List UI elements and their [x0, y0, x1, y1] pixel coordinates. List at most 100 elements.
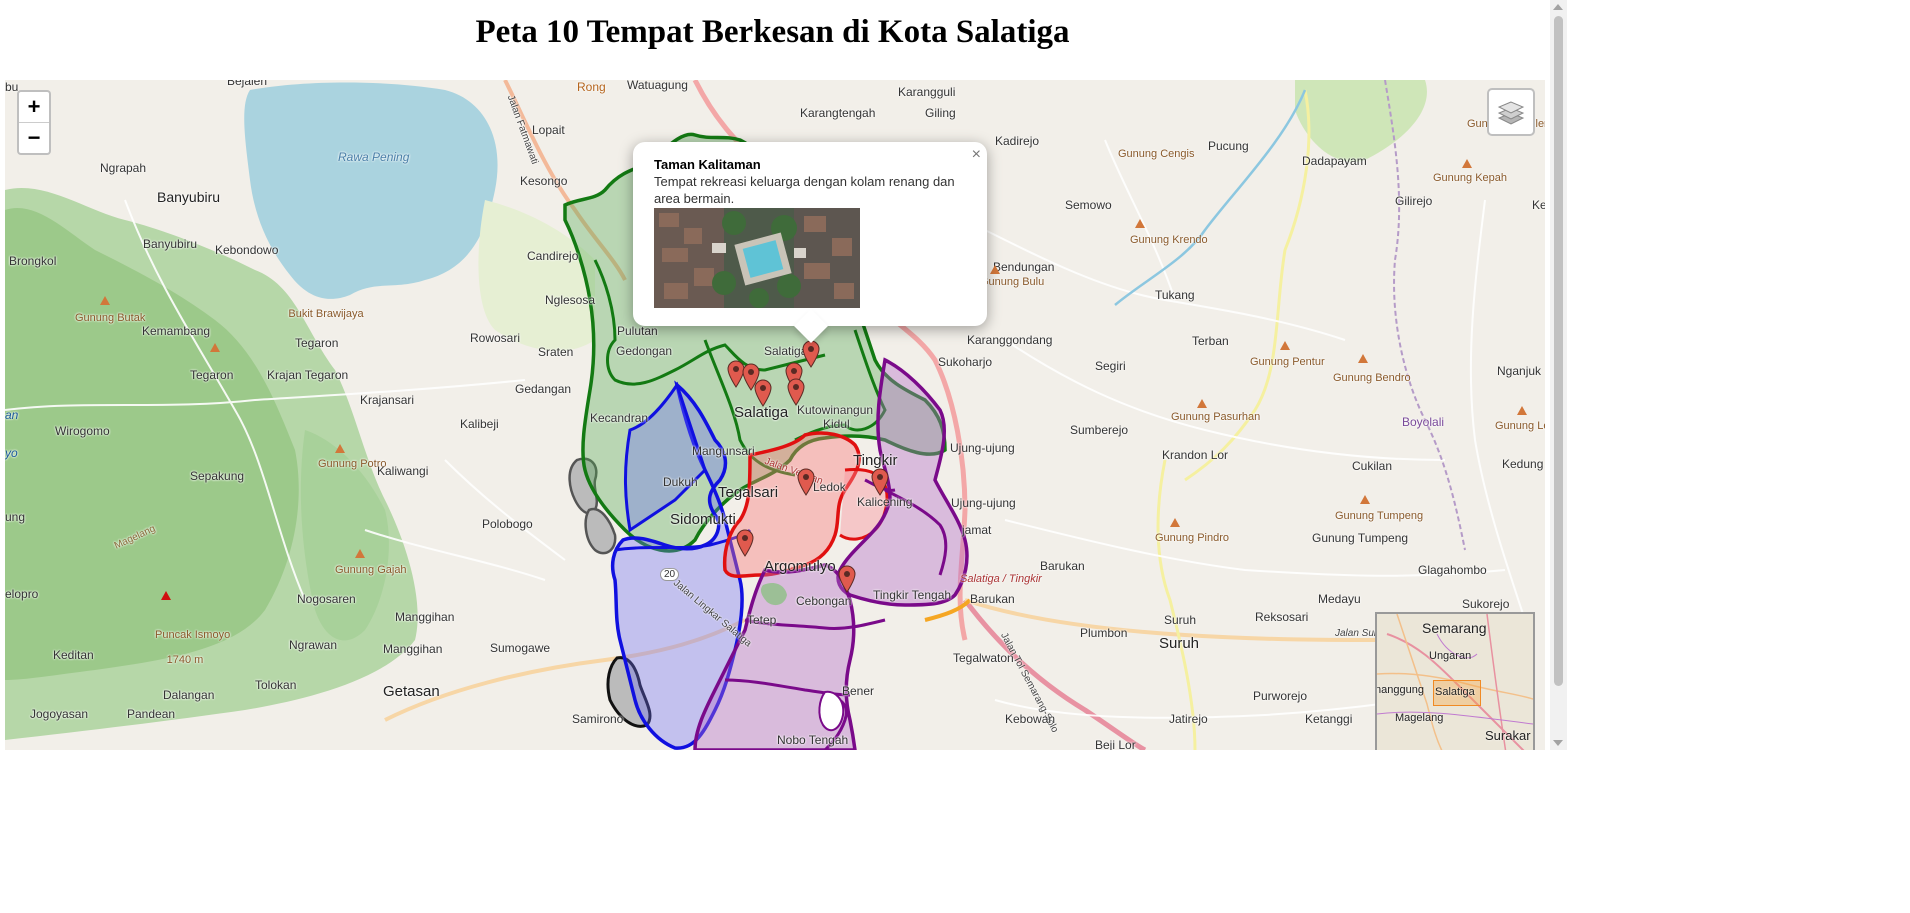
map-marker-icon[interactable]: [754, 379, 772, 407]
map-marker-icon[interactable]: [838, 565, 856, 593]
page-scrollbar[interactable]: [1550, 0, 1567, 750]
minimap-tiles: [1377, 614, 1533, 750]
minimap-label: Salatiga: [1435, 686, 1475, 698]
map-label: Cebongan: [796, 594, 852, 608]
map-label: Argomulyo: [764, 558, 836, 575]
map-label: Beji Lor: [1095, 738, 1136, 750]
map-label: Nglesosa: [545, 293, 596, 307]
map-label: Jatirejo: [1169, 712, 1208, 726]
map-label: Salatiga: [734, 404, 789, 421]
map-label: Tolokan: [255, 678, 297, 692]
map-label: Sepakung: [190, 469, 245, 483]
road-shield: 20: [660, 568, 680, 581]
map-label: Samirono: [572, 712, 624, 726]
minimap-label: nanggung: [1375, 684, 1424, 696]
map-marker-icon[interactable]: [727, 360, 745, 388]
map-label: Ujung-ujung: [951, 496, 1016, 510]
map-label: Banyubiru: [143, 237, 198, 251]
map-marker-icon[interactable]: [742, 363, 760, 391]
minimap-viewport[interactable]: [1433, 680, 1481, 706]
map-label: Sumogawe: [490, 641, 551, 655]
map-label: Tetep: [747, 613, 777, 627]
map-label: Krandon Lor: [1162, 448, 1229, 462]
scroll-down-icon[interactable]: [1553, 740, 1563, 746]
map-label: Rong: [577, 80, 606, 94]
map-label: Ujung-ujung: [950, 441, 1015, 455]
map-label: Dukuh: [663, 475, 698, 489]
layers-button[interactable]: [1487, 88, 1535, 136]
map-label: Sraten: [538, 345, 574, 359]
zoom-in-button[interactable]: +: [27, 94, 41, 119]
map-label: Ngrawan: [289, 638, 338, 652]
map-label: Ledok: [813, 480, 846, 494]
minimap-label: Magelang: [1395, 712, 1444, 724]
map-marker-icon[interactable]: [802, 340, 820, 368]
map-label: Tingkir: [853, 452, 898, 469]
map-label: Sumberejo: [1070, 423, 1129, 437]
map-label: Keditan: [53, 648, 94, 662]
scroll-up-icon[interactable]: [1553, 4, 1563, 10]
map-label: ung: [5, 510, 26, 524]
map-label: Bendungan: [993, 260, 1055, 274]
map-label: Gedongan: [616, 344, 673, 358]
map-label: Ngrapah: [100, 161, 147, 175]
map-marker-icon[interactable]: [736, 529, 754, 557]
map-label: Tingkir Tengah: [873, 588, 952, 602]
map-marker-icon[interactable]: [871, 468, 889, 496]
map-label: Salatiga: [764, 344, 808, 358]
map-label: Suruh: [1164, 613, 1197, 627]
map-label: Pandean: [127, 707, 176, 721]
map-label: Mangunsari: [692, 444, 755, 458]
map-label: Plumbon: [1080, 626, 1128, 640]
minimap-label: Semarang: [1422, 620, 1487, 636]
map-label: Pulutan: [617, 324, 658, 338]
map-label: Ke: [1532, 198, 1545, 212]
map-label: Salatiga / Tingkir: [960, 573, 1042, 585]
map-label: Medayu: [1318, 592, 1361, 606]
map-label: Kaliwangi: [377, 464, 429, 478]
map-label: Jalan Suruh: [1335, 628, 1389, 639]
map-label: Bejalen: [227, 80, 268, 88]
map-label: Rawa Pening: [338, 150, 410, 164]
map-container[interactable]: bu Bejalen Rong Watuagung Karangguli Kar…: [5, 80, 1545, 750]
map-label: Sidomukti: [670, 511, 736, 528]
map-label: Manggihan: [383, 642, 443, 656]
map-label: Kedung: [1502, 457, 1544, 471]
map-label: Suruh: [1159, 635, 1200, 652]
map-marker-icon[interactable]: [797, 468, 815, 496]
map-label: Gilirejo: [1395, 194, 1433, 208]
map-label: Krajansari: [360, 393, 415, 407]
map-label: Kemambang: [142, 324, 211, 338]
map-label: Karangtengah: [800, 106, 876, 120]
map-label: Kalibeji: [460, 417, 499, 431]
map-label: Barukan: [970, 592, 1015, 606]
map-label: Barukan: [1040, 559, 1085, 573]
minimap[interactable]: Semarang Ungaran nanggung Salatiga Magel…: [1375, 612, 1535, 750]
map-label: Kadirejo: [995, 134, 1040, 148]
map-label: Kesongo: [520, 174, 568, 188]
map-label: an: [5, 408, 19, 422]
popup-close-button[interactable]: ×: [971, 146, 981, 163]
map-label: Gunung Pasurhan: [1171, 411, 1261, 423]
map-label: Gunung Bulu: [980, 276, 1045, 288]
scroll-thumb[interactable]: [1554, 16, 1563, 686]
map-label: Krajan Tegaron: [267, 368, 349, 382]
map-label: Sukoharjo: [938, 355, 993, 369]
map-label: Getasan: [383, 683, 440, 700]
map-label: Gunung Bendro: [1333, 372, 1411, 384]
map-label: Sukorejo: [1462, 597, 1510, 611]
map-label: Karanggondang: [967, 333, 1053, 347]
map-label: Manggihan: [395, 610, 455, 624]
minimap-label: Ungaran: [1429, 650, 1472, 662]
aerial-photo-image: [654, 208, 860, 308]
map-label: Kidul: [823, 417, 850, 431]
marker-popup: × Taman Kalitaman Tempat rekreasi keluar…: [633, 142, 987, 343]
popup-description: Tempat rekreasi keluarga dengan kolam re…: [654, 174, 955, 206]
map-label: Kalicening: [857, 495, 913, 509]
map-label: Bener: [842, 684, 875, 698]
map-label: Karangguli: [898, 85, 956, 99]
zoom-out-button[interactable]: −: [19, 122, 49, 153]
map-base-tiles: [5, 80, 1526, 750]
map-label: bu: [5, 80, 19, 94]
map-marker-icon[interactable]: [787, 378, 805, 406]
